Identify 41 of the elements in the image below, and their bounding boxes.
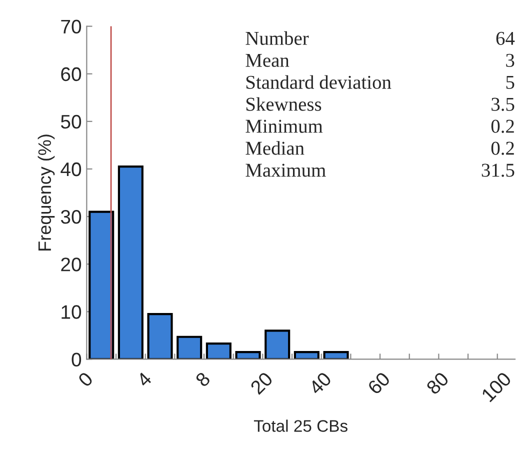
annotation: 0.2 <box>491 142 514 155</box>
annotation: Median <box>246 141 304 155</box>
y-tick-label: 50 <box>60 114 82 129</box>
y-tick-label: 30 <box>60 210 82 224</box>
y-tick-label: 60 <box>61 67 82 82</box>
bar <box>176 336 202 360</box>
x-axis-title: Total 25 CBs <box>254 420 348 432</box>
annotation: 64 <box>496 32 515 45</box>
annotation: Standard deviation <box>246 75 392 89</box>
bar <box>206 342 232 360</box>
text: 20 <box>250 371 274 396</box>
bar <box>323 351 349 360</box>
annotation: Number <box>246 31 309 45</box>
bar <box>88 210 114 360</box>
annotation: 3 <box>506 54 514 67</box>
text: 4 <box>136 371 152 388</box>
y-tick-label: 0 <box>72 352 82 366</box>
text: 80 <box>426 371 450 396</box>
annotation: 5 <box>506 76 514 89</box>
text: 40 <box>308 371 332 396</box>
bar <box>235 351 261 360</box>
bar <box>118 166 144 360</box>
annotation: Skewness <box>246 97 322 111</box>
y-axis-title: Frequency (%) <box>38 134 55 250</box>
annotation: 3.5 <box>492 98 514 111</box>
bar <box>294 351 320 360</box>
annotation: Mean <box>246 54 290 67</box>
y-tick-label: 40 <box>60 162 82 176</box>
annotation: Maximum <box>246 164 326 177</box>
text: 8 <box>194 371 211 388</box>
text: 60 <box>367 371 391 396</box>
bar <box>147 312 173 360</box>
annotation: 31.5 <box>482 164 514 177</box>
y-tick-label: 20 <box>61 258 82 272</box>
text: 0 <box>77 371 94 388</box>
text: 100 <box>480 371 512 402</box>
annotation: Minimum <box>246 120 323 133</box>
y-tick-label: 70 <box>61 20 82 34</box>
bar <box>264 330 290 360</box>
annotation: 0.2 <box>491 120 514 133</box>
y-tick-label: 10 <box>62 305 82 319</box>
